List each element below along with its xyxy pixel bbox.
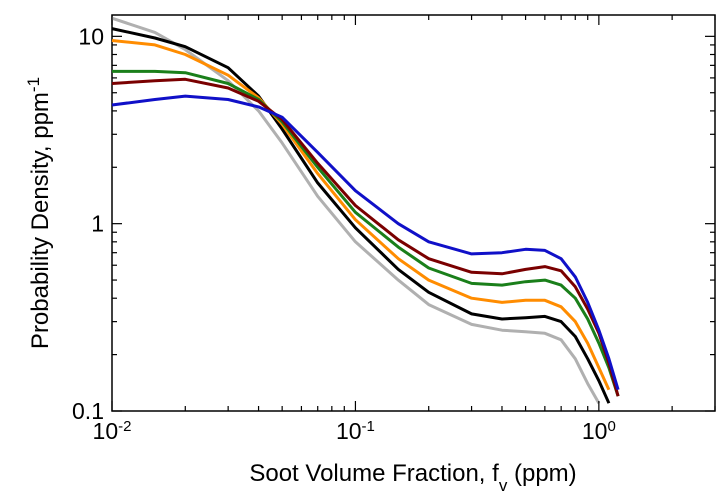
x-tick-label: 100	[582, 418, 616, 445]
series-line-4	[112, 69, 620, 397]
y-axis-title: Probability Density, ppm-1	[24, 77, 55, 349]
y-tick-label: 0.1	[72, 398, 104, 424]
series-line-6	[111, 94, 620, 391]
series-line-5	[111, 77, 620, 397]
plot-area-frame	[111, 14, 716, 412]
y-tick-label: 10	[78, 23, 104, 49]
tick-label-layer: 10-2 10-1 100 10 1 0.1	[72, 23, 616, 444]
series-line-3	[111, 39, 611, 391]
x-tick-label: 10-2	[93, 418, 132, 445]
series-line-2	[111, 27, 611, 404]
series-line-1	[111, 16, 601, 404]
x-tick-label: 10-1	[336, 418, 375, 445]
x-axis-title: Soot Volume Fraction, fv (ppm)	[249, 460, 576, 493]
y-tick-label: 1	[91, 211, 104, 237]
tick-layer	[111, 15, 716, 412]
series-layer	[111, 16, 620, 404]
